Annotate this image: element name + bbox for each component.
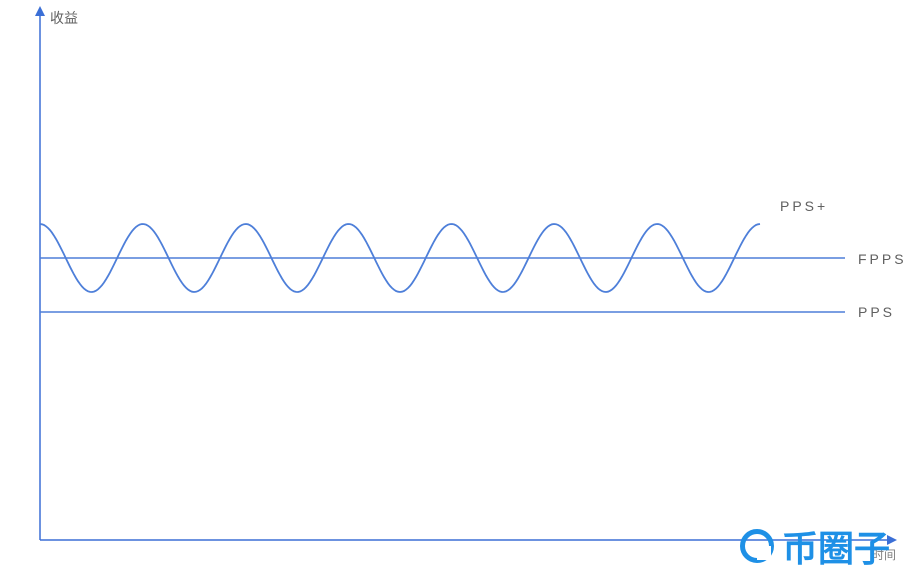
y-axis-label: 收益 [50,8,78,28]
chart-stage: 收益 时间 PPS+ FPPS PPS 币圈子 [0,0,923,575]
watermark: 币圈子 [740,520,890,572]
watermark-text: 币圈子 [782,520,890,572]
series-label-pps-plus: PPS+ [780,198,828,214]
series-label-fpps: FPPS [858,251,907,267]
series-label-pps: PPS [858,304,895,320]
chart-svg [0,0,923,575]
watermark-logo-icon [740,529,774,563]
